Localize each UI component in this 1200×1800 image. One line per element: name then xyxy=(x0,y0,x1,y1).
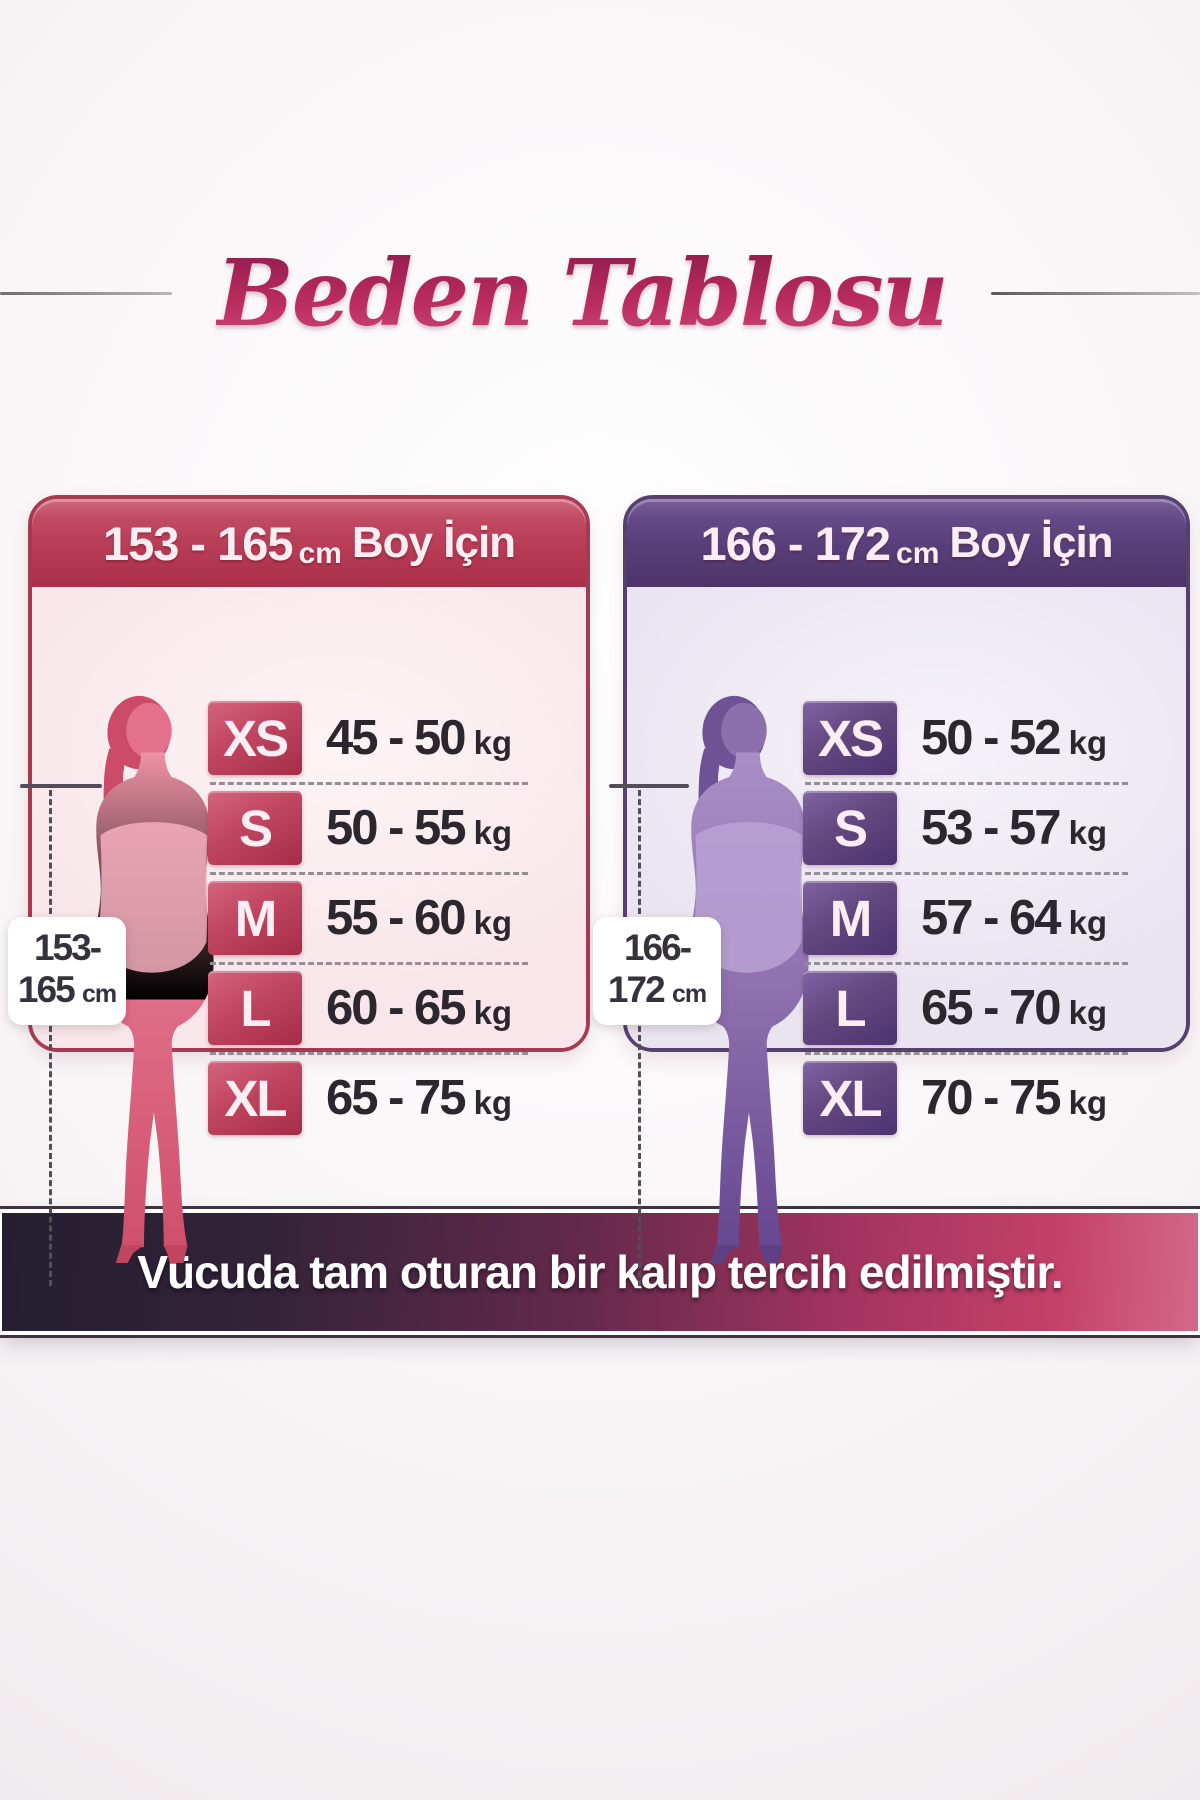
size-row: XS 50 - 52 kg xyxy=(803,693,1162,785)
woman-silhouette-purple-icon xyxy=(687,695,809,1263)
weight-unit: kg xyxy=(1068,724,1108,761)
size-panel-153-165: 153 - 165 cm Boy İçin 153- 165 cm xyxy=(8,495,590,1286)
measurement-dashed-line xyxy=(49,790,52,1286)
height-label: 153- 165 cm xyxy=(8,917,126,1025)
weight-unit: kg xyxy=(1068,1084,1108,1121)
weight-unit: kg xyxy=(1068,994,1108,1031)
weight-value: 57 - 64 xyxy=(921,891,1062,945)
title-left-rule xyxy=(0,291,173,295)
size-chip: M xyxy=(208,881,302,955)
weight-value: 55 - 60 xyxy=(326,891,467,945)
height-label-line1: 166- xyxy=(623,927,692,968)
measurement-dashed-line xyxy=(638,790,641,1286)
size-rows: XS 50 - 52 kg S 53 - 57 kg xyxy=(803,693,1162,1143)
weight-unit: kg xyxy=(1068,904,1108,941)
weight-range: 70 - 75 kg xyxy=(921,1070,1107,1126)
measurement-bracket xyxy=(609,784,689,788)
weight-value: 53 - 57 xyxy=(921,801,1062,855)
size-row: L 60 - 65 kg xyxy=(208,963,562,1055)
weight-unit: kg xyxy=(473,994,513,1031)
weight-range: 60 - 65 kg xyxy=(326,980,512,1036)
height-range: 153 - 165 xyxy=(102,516,294,570)
size-row: XL 70 - 75 kg xyxy=(803,1053,1162,1143)
size-chip: S xyxy=(803,791,897,865)
weight-value: 65 - 70 xyxy=(921,981,1062,1035)
weight-range: 50 - 52 kg xyxy=(921,710,1107,766)
height-unit: cm xyxy=(896,537,940,570)
weight-value: 70 - 75 xyxy=(921,1071,1062,1125)
size-chip: L xyxy=(208,971,302,1045)
height-label-unit: cm xyxy=(671,980,707,1008)
panel-header: 166 - 172 cm Boy İçin xyxy=(627,499,1186,587)
weight-range: 53 - 57 kg xyxy=(921,800,1107,856)
measurement-bracket xyxy=(20,784,102,788)
size-row: M 57 - 64 kg xyxy=(803,873,1162,965)
weight-value: 50 - 52 xyxy=(921,711,1062,765)
footer-note: Vücuda tam oturan bir kalıp tercih edilm… xyxy=(137,1246,1063,1298)
size-row: S 50 - 55 kg xyxy=(208,783,562,875)
title-right-rule xyxy=(990,291,1200,295)
panel-body: 153- 165 cm XS 45 - 50 kg S xyxy=(8,587,586,1286)
panel-header: 153 - 165 cm Boy İçin xyxy=(32,499,586,587)
page-title: Beden Tablosu xyxy=(216,239,949,347)
weight-unit: kg xyxy=(473,904,513,941)
size-panel-166-172: 166 - 172 cm Boy İçin 166- 172 cm xyxy=(593,495,1190,1286)
height-unit: cm xyxy=(298,537,342,570)
size-row: L 65 - 70 kg xyxy=(803,963,1162,1055)
panel-body: 166- 172 cm XS 50 - 52 kg S xyxy=(593,587,1186,1286)
woman-silhouette-pink-icon xyxy=(92,695,214,1263)
size-row: M 55 - 60 kg xyxy=(208,873,562,965)
header-suffix: Boy İçin xyxy=(351,518,516,567)
size-chip: M xyxy=(803,881,897,955)
weight-range: 45 - 50 kg xyxy=(326,710,512,766)
weight-value: 50 - 55 xyxy=(326,801,467,855)
height-range: 166 - 172 xyxy=(700,516,891,570)
weight-value: 45 - 50 xyxy=(326,711,467,765)
weight-range: 57 - 64 kg xyxy=(921,890,1107,946)
height-label-unit: cm xyxy=(81,980,117,1008)
footer-banner: Vücuda tam oturan bir kalıp tercih edilm… xyxy=(2,1213,1198,1331)
weight-unit: kg xyxy=(473,724,513,761)
weight-range: 55 - 60 kg xyxy=(326,890,512,946)
size-rows: XS 45 - 50 kg S 50 - 55 kg xyxy=(208,693,562,1143)
weight-range: 65 - 75 kg xyxy=(326,1070,512,1126)
size-chip: XS xyxy=(208,701,302,775)
title-block: Beden Tablosu xyxy=(0,218,1200,368)
weight-value: 65 - 75 xyxy=(326,1071,467,1125)
height-label-line1: 153- xyxy=(33,927,102,968)
size-chip: S xyxy=(208,791,302,865)
height-label: 166- 172 cm xyxy=(593,917,721,1025)
size-chip: L xyxy=(803,971,897,1045)
weight-range: 65 - 70 kg xyxy=(921,980,1107,1036)
weight-unit: kg xyxy=(1068,814,1108,851)
header-suffix: Boy İçin xyxy=(949,518,1113,567)
weight-unit: kg xyxy=(473,814,513,851)
height-label-line2: 165 xyxy=(17,969,76,1010)
weight-value: 60 - 65 xyxy=(326,981,467,1035)
height-label-line2: 172 xyxy=(607,969,666,1010)
size-row: S 53 - 57 kg xyxy=(803,783,1162,875)
weight-range: 50 - 55 kg xyxy=(326,800,512,856)
size-chip: XL xyxy=(803,1061,897,1135)
weight-unit: kg xyxy=(473,1084,513,1121)
size-chip: XS xyxy=(803,701,897,775)
size-row: XS 45 - 50 kg xyxy=(208,693,562,785)
size-chip: XL xyxy=(208,1061,302,1135)
size-row: XL 65 - 75 kg xyxy=(208,1053,562,1143)
